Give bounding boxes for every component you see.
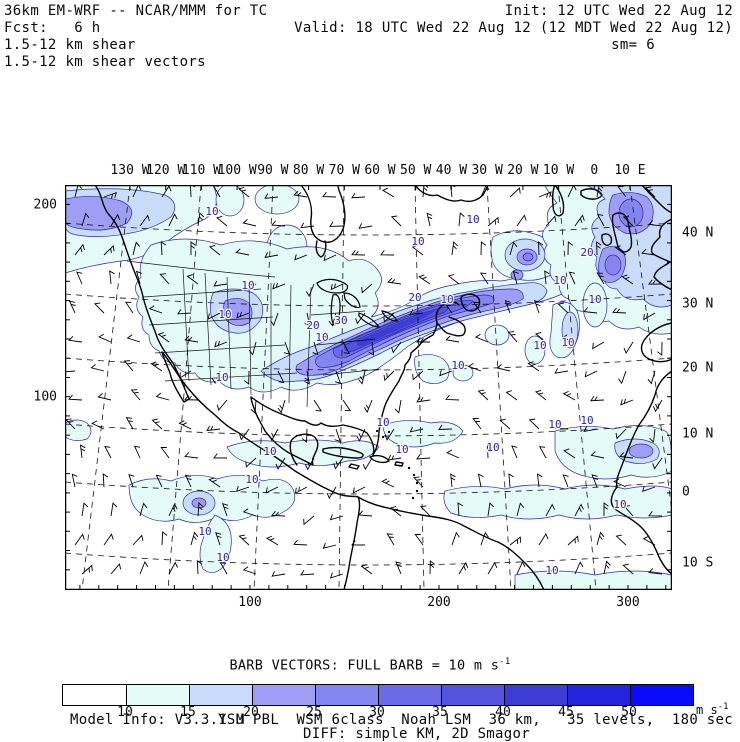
svg-text:10: 10 bbox=[218, 308, 231, 321]
colorbar-segment bbox=[252, 685, 315, 705]
svg-text:20: 20 bbox=[306, 319, 319, 332]
colorbar-tick-label: 40 bbox=[495, 705, 511, 720]
field-label: 1.5-12 km shear bbox=[4, 37, 136, 53]
right-axis-label: 20 N bbox=[682, 360, 714, 376]
svg-text:10: 10 bbox=[411, 235, 424, 248]
svg-text:10: 10 bbox=[205, 205, 218, 218]
colorbar-tick-label: 35 bbox=[432, 705, 448, 720]
top-axis-label: 90 W bbox=[257, 163, 289, 178]
colorbar-tick-label: 15 bbox=[180, 705, 196, 720]
top-axis-label: 0 bbox=[590, 163, 599, 178]
top-axis-label: 130 W bbox=[110, 163, 150, 178]
model-info: Model Info: V3.3.1 M bbox=[70, 712, 245, 728]
top-axis-label: 20 W bbox=[507, 163, 539, 178]
physics-config: YSU PBL WSM 6class Noah LSM 36 km, 35 le… bbox=[218, 712, 733, 728]
bottom-axis-label: 100 bbox=[238, 595, 262, 610]
top-axis-label: 110 W bbox=[181, 163, 221, 178]
barb-vector-legend: BARB VECTORS: FULL BARB = 10 m s-1 bbox=[229, 657, 511, 674]
top-axis-label: 80 W bbox=[292, 163, 325, 178]
colorbar-segment bbox=[63, 685, 126, 705]
top-axis-label: 40 W bbox=[435, 163, 468, 178]
islands bbox=[375, 429, 419, 500]
svg-text:10: 10 bbox=[245, 473, 258, 486]
svg-text:30: 30 bbox=[334, 314, 347, 327]
top-axis-label: 100 W bbox=[217, 163, 257, 178]
left-axis-label: 200 bbox=[33, 197, 57, 213]
svg-text:10: 10 bbox=[315, 331, 328, 344]
init-time: Init: 12 UTC Wed 22 Aug 12 bbox=[504, 3, 733, 19]
colorbar bbox=[62, 684, 694, 706]
top-axis-label: 30 W bbox=[471, 163, 503, 178]
colorbar-tick-label: 50 bbox=[621, 705, 637, 720]
svg-text:10: 10 bbox=[545, 564, 558, 577]
top-axis-label: 10 W bbox=[542, 163, 575, 178]
top-axis-label: 60 W bbox=[364, 163, 396, 178]
bottom-axis-label: 300 bbox=[616, 595, 640, 610]
colorbar-tick-label: 20 bbox=[243, 705, 259, 720]
colorbar-segment bbox=[567, 685, 630, 705]
colorbar-tick-label: 25 bbox=[306, 705, 322, 720]
vector-field-label: 1.5-12 km shear vectors bbox=[4, 54, 206, 70]
right-axis-label: 10 S bbox=[682, 555, 714, 571]
colorbar-tick-label: 45 bbox=[558, 705, 574, 720]
svg-text:10: 10 bbox=[588, 293, 601, 306]
right-axis-label: 10 N bbox=[682, 426, 714, 442]
bottom-axis-label: 200 bbox=[427, 595, 451, 610]
colorbar-tick-label: 30 bbox=[369, 705, 385, 720]
svg-text:10: 10 bbox=[561, 336, 574, 349]
svg-text:10: 10 bbox=[215, 371, 228, 384]
coastlines bbox=[94, 185, 672, 590]
left-axis-label: 100 bbox=[33, 389, 57, 405]
top-axis-label: 10 E bbox=[614, 163, 646, 178]
svg-text:10: 10 bbox=[451, 359, 464, 372]
svg-text:10: 10 bbox=[376, 416, 389, 429]
barb-legend-exponent: -1 bbox=[499, 657, 511, 667]
svg-text:10: 10 bbox=[241, 279, 254, 292]
right-axis-label: 30 N bbox=[682, 296, 714, 312]
top-axis-label: 70 W bbox=[328, 163, 360, 178]
colorbar-segment bbox=[315, 685, 378, 705]
forecast-hour: Fcst: 6 h bbox=[4, 20, 101, 36]
colorbar-segment bbox=[189, 685, 252, 705]
colorbar-tick-label: 10 bbox=[117, 705, 133, 720]
wind-barbs bbox=[65, 185, 663, 579]
smoothing-label: sm= 6 bbox=[611, 37, 655, 53]
svg-text:10: 10 bbox=[486, 441, 499, 454]
svg-text:10: 10 bbox=[466, 213, 479, 226]
svg-text:10: 10 bbox=[440, 293, 453, 306]
colorbar-unit: m s-1 bbox=[696, 702, 729, 717]
valid-time: Valid: 18 UTC Wed 22 Aug 12 (12 MDT Wed … bbox=[294, 20, 733, 36]
graticule bbox=[65, 185, 672, 590]
svg-text:10: 10 bbox=[395, 443, 408, 456]
shading-level-40 bbox=[356, 309, 437, 346]
right-axis-label: 0 bbox=[682, 484, 690, 500]
top-axis-label: 50 W bbox=[400, 163, 432, 178]
svg-text:10: 10 bbox=[216, 551, 229, 564]
svg-text:10: 10 bbox=[548, 418, 561, 431]
colorbar-segment bbox=[126, 685, 189, 705]
diffusion-config: DIFF: simple KM, 2D Smagor bbox=[303, 726, 530, 742]
svg-text:10: 10 bbox=[580, 414, 593, 427]
great-lakes bbox=[316, 278, 398, 328]
colorbar-segment bbox=[441, 685, 504, 705]
top-axis-label: 120 W bbox=[146, 163, 186, 178]
colorbar-segment bbox=[630, 685, 693, 705]
svg-text:10: 10 bbox=[613, 498, 626, 511]
colorbar-segment bbox=[504, 685, 567, 705]
map-border bbox=[65, 185, 672, 590]
svg-text:20: 20 bbox=[408, 291, 421, 304]
svg-text:10: 10 bbox=[533, 339, 546, 352]
svg-text:20: 20 bbox=[580, 246, 593, 259]
colorbar-segment bbox=[378, 685, 441, 705]
state-borders bbox=[126, 260, 382, 408]
svg-text:10: 10 bbox=[263, 445, 276, 458]
svg-text:10: 10 bbox=[198, 525, 211, 538]
map-plot-area: 10 10 10 10 10 20 30 20 10 10 10 10 10 20 10 10 10 10 10 10… bbox=[65, 185, 672, 590]
svg-text:10: 10 bbox=[553, 274, 566, 287]
model-title: 36km EM-WRF -- NCAR/MMM for TC bbox=[4, 3, 268, 19]
right-axis-label: 40 N bbox=[682, 225, 714, 241]
